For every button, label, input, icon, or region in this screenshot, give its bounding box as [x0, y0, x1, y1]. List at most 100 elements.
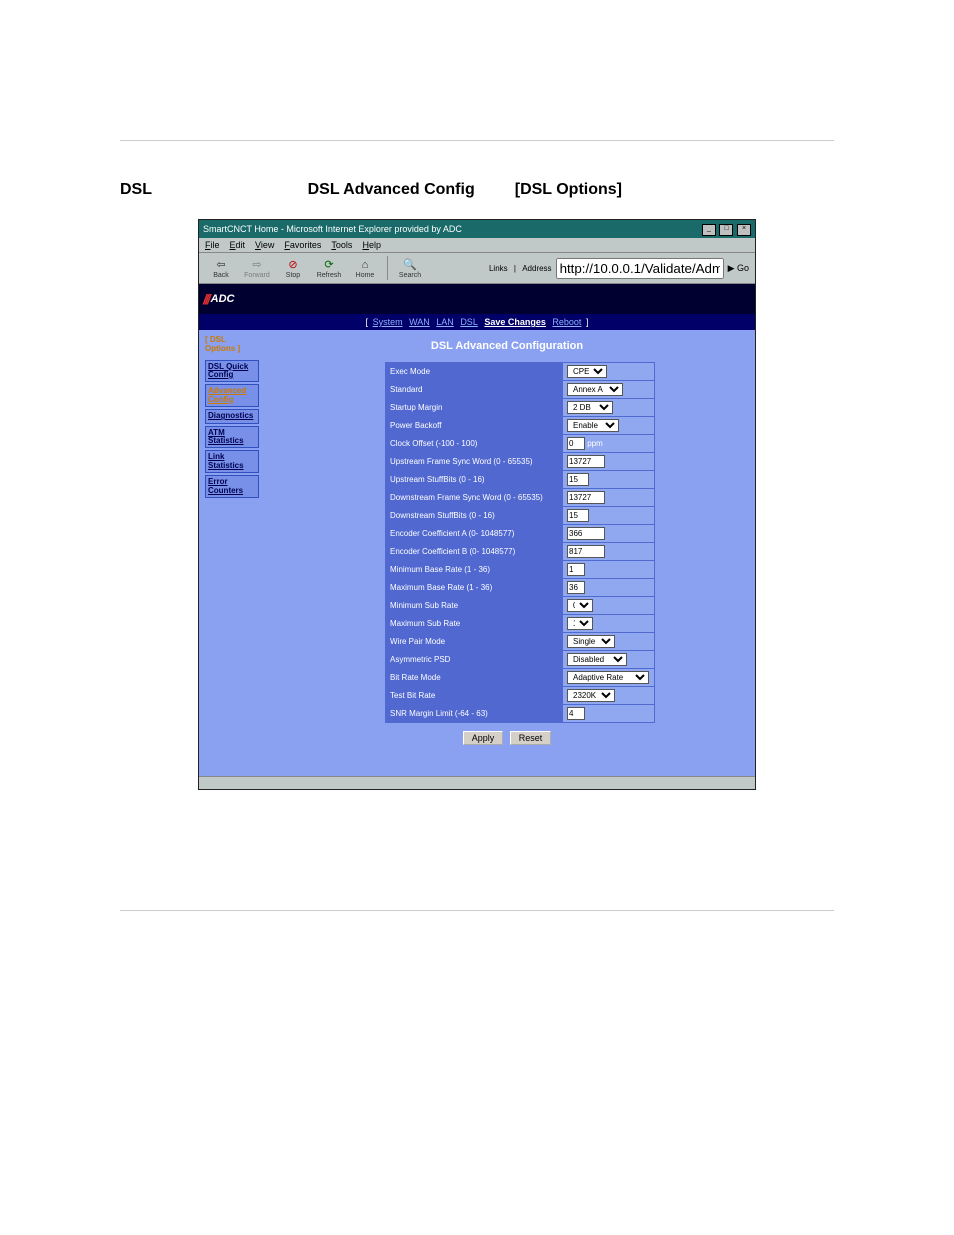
- close-button[interactable]: ×: [737, 224, 751, 236]
- back-button[interactable]: ⇦ Back: [205, 258, 237, 279]
- stop-button[interactable]: ⊘ Stop: [277, 258, 309, 279]
- cfg-input[interactable]: 1: [567, 617, 593, 630]
- cfg-input[interactable]: [567, 545, 605, 558]
- cfg-label: Minimum Base Rate (1 - 36): [386, 561, 563, 579]
- cfg-value-cell: [563, 489, 655, 507]
- cfg-input[interactable]: Single: [567, 635, 615, 648]
- cfg-label: Downstream Frame Sync Word (0 - 65535): [386, 489, 563, 507]
- menu-view[interactable]: View: [255, 240, 274, 250]
- go-button[interactable]: ▶ Go: [728, 263, 749, 274]
- cfg-label: Exec Mode: [386, 363, 563, 381]
- form-area: DSL Advanced Configuration Exec Mode CPE S…: [265, 336, 749, 766]
- reset-button[interactable]: Reset: [510, 731, 552, 745]
- cfg-label: Upstream Frame Sync Word (0 - 65535): [386, 453, 563, 471]
- menu-favorites[interactable]: Favorites: [284, 240, 321, 250]
- search-button[interactable]: 🔍 Search: [394, 258, 426, 279]
- cfg-label: Encoder Coefficient B (0- 1048577): [386, 543, 563, 561]
- cfg-value-cell: CPE: [563, 363, 655, 381]
- nav-lan[interactable]: LAN: [436, 317, 454, 327]
- cfg-input[interactable]: [567, 491, 605, 504]
- status-bar: [199, 776, 755, 789]
- sidebar-dsl-quick-config[interactable]: DSL Quick Config: [205, 360, 259, 383]
- cfg-input[interactable]: Disabled: [567, 653, 627, 666]
- sidebar-link-statistics[interactable]: Link Statistics: [205, 450, 259, 473]
- address-input[interactable]: [556, 258, 724, 279]
- title-bar: SmartCNCT Home - Microsoft Internet Expl…: [199, 220, 755, 238]
- sidebar: [ DSL Options ] DSL Quick Config Advance…: [205, 336, 259, 766]
- menu-help[interactable]: Help: [362, 240, 381, 250]
- cfg-value-cell: [563, 507, 655, 525]
- forward-button[interactable]: ⇨ Forward: [241, 258, 273, 279]
- apply-button[interactable]: Apply: [463, 731, 504, 745]
- menu-bar: File Edit View Favorites Tools Help: [199, 238, 755, 253]
- main-area: [ DSL Options ] DSL Quick Config Advance…: [199, 330, 755, 776]
- cfg-label: Downstream StuffBits (0 - 16): [386, 507, 563, 525]
- cfg-label: Maximum Sub Rate: [386, 615, 563, 633]
- home-button[interactable]: ⌂ Home: [349, 258, 381, 279]
- cfg-input[interactable]: [567, 509, 589, 522]
- cfg-input[interactable]: 2 DB: [567, 401, 613, 414]
- refresh-button[interactable]: ⟳ Refresh: [313, 258, 345, 279]
- cfg-value-cell: [563, 543, 655, 561]
- page-content: /// ADC [ System WAN LAN DSL Save Change…: [199, 284, 755, 776]
- links-sep: |: [512, 264, 519, 273]
- cfg-label: Power Backoff: [386, 417, 563, 435]
- caption-dsl: DSL: [120, 181, 152, 198]
- cfg-input[interactable]: [567, 707, 585, 720]
- logo-band: /// ADC: [199, 284, 755, 314]
- cfg-label: Test Bit Rate: [386, 687, 563, 705]
- cfg-suffix: ppm: [585, 439, 603, 448]
- nav-system[interactable]: System: [373, 317, 403, 327]
- cfg-value-cell: [563, 705, 655, 723]
- cfg-input[interactable]: [567, 563, 585, 576]
- menu-edit[interactable]: Edit: [230, 240, 246, 250]
- cfg-input[interactable]: [567, 581, 585, 594]
- nav-save-changes[interactable]: Save Changes: [484, 317, 546, 327]
- sidebar-diagnostics[interactable]: Diagnostics: [205, 409, 259, 423]
- cfg-input[interactable]: [567, 455, 605, 468]
- cfg-input[interactable]: [567, 473, 589, 486]
- cfg-input[interactable]: Adaptive Rate: [567, 671, 649, 684]
- cfg-input[interactable]: 2320K: [567, 689, 615, 702]
- cfg-label: Wire Pair Mode: [386, 633, 563, 651]
- sidebar-advanced-config[interactable]: Advanced Config: [205, 384, 259, 407]
- cfg-input[interactable]: CPE: [567, 365, 607, 378]
- doc-caption-line: DSL DSL Advanced Config [DSL Options]: [120, 181, 834, 199]
- nav-dsl[interactable]: DSL: [460, 317, 478, 327]
- cfg-input[interactable]: Annex A: [567, 383, 623, 396]
- nav-reboot[interactable]: Reboot: [552, 317, 581, 327]
- sidebar-error-counters[interactable]: Error Counters: [205, 475, 259, 498]
- browser-window: SmartCNCT Home - Microsoft Internet Expl…: [198, 219, 756, 790]
- button-row: Apply Reset: [265, 731, 749, 745]
- cfg-input[interactable]: 0: [567, 599, 593, 612]
- cfg-value-cell: Disabled: [563, 651, 655, 669]
- nav-wan[interactable]: WAN: [409, 317, 430, 327]
- maximize-button[interactable]: □: [719, 224, 733, 236]
- cfg-input[interactable]: [567, 437, 585, 450]
- cfg-value-cell: [563, 561, 655, 579]
- sidebar-atm-statistics[interactable]: ATM Statistics: [205, 426, 259, 449]
- minimize-button[interactable]: _: [702, 224, 716, 236]
- cfg-value-cell: [563, 579, 655, 597]
- cfg-label: Startup Margin: [386, 399, 563, 417]
- home-icon: ⌂: [357, 258, 373, 272]
- cfg-label: Maximum Base Rate (1 - 36): [386, 579, 563, 597]
- menu-tools[interactable]: Tools: [331, 240, 352, 250]
- cfg-value-cell: 0: [563, 597, 655, 615]
- form-title: DSL Advanced Configuration: [265, 340, 749, 352]
- cfg-input[interactable]: [567, 527, 605, 540]
- cfg-value-cell: Annex A: [563, 381, 655, 399]
- adc-logo: /// ADC: [203, 291, 235, 307]
- cfg-label: Standard: [386, 381, 563, 399]
- menu-file[interactable]: File: [205, 240, 220, 250]
- cfg-value-cell: Adaptive Rate: [563, 669, 655, 687]
- cfg-value-cell: [563, 525, 655, 543]
- config-table: Exec Mode CPE Standard Annex A Startup Margi…: [385, 362, 655, 723]
- cfg-label: Asymmetric PSD: [386, 651, 563, 669]
- sidebar-heading: [ DSL Options ]: [205, 336, 259, 354]
- stop-icon: ⊘: [285, 258, 301, 272]
- cfg-input[interactable]: Enable: [567, 419, 619, 432]
- cfg-label: Clock Offset (-100 - 100): [386, 435, 563, 453]
- back-icon: ⇦: [213, 258, 229, 272]
- cfg-value-cell: 1: [563, 615, 655, 633]
